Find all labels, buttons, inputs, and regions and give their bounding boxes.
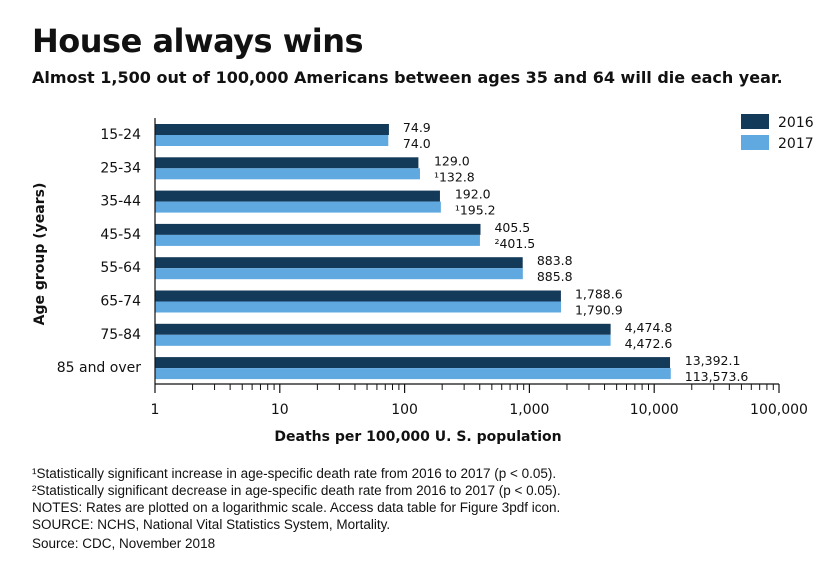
y-tick-label-65-74: 65-74	[100, 294, 141, 310]
credit-line: Source: CDC, November 2018	[32, 536, 216, 551]
footnote-increase: ¹Statistically significant increase in a…	[32, 466, 557, 481]
bar-2017-55-64	[155, 268, 523, 280]
data-label-2017-35-44: ¹195.2	[455, 203, 496, 218]
data-label-2016-25-34: 129.0	[434, 153, 470, 168]
x-tick-label: 10	[271, 402, 289, 418]
y-tick-label-55-64: 55-64	[100, 260, 141, 276]
x-tick-label: 10,000	[630, 402, 679, 418]
bar-2017-25-34	[155, 168, 420, 180]
bar-2017-45-54	[155, 234, 480, 246]
data-label-2016-65-74: 1,788.6	[575, 287, 623, 302]
bar-2017-35-44	[155, 201, 441, 213]
bar-2017-85-and-over	[155, 368, 671, 380]
x-tick-label: 100	[391, 402, 418, 418]
y-tick-label-45-54: 45-54	[100, 227, 141, 243]
bar-2016-55-64	[155, 257, 523, 269]
bar-2017-65-74	[155, 301, 561, 313]
notes-text: NOTES: Rates are plotted on a logarithmi…	[32, 500, 561, 515]
footnotes: ¹Statistically significant increase in a…	[32, 465, 561, 533]
data-label-2017-15-24: 74.0	[403, 136, 431, 151]
y-tick-label-85-and-over: 85 and over	[57, 360, 142, 376]
footnote-decrease: ²Statistically significant decrease in a…	[32, 483, 561, 498]
x-tick-label: 100,000	[750, 402, 808, 418]
data-label-2016-35-44: 192.0	[455, 187, 491, 202]
data-label-2016-55-64: 883.8	[537, 253, 573, 268]
x-tick-label: 1,000	[509, 402, 549, 418]
y-tick-label-35-44: 35-44	[100, 194, 141, 210]
data-label-2016-15-24: 74.9	[403, 120, 431, 135]
legend-label-2017: 2017	[778, 136, 814, 152]
bar-2016-85-and-over	[155, 357, 671, 369]
y-tick-label-75-84: 75-84	[100, 327, 141, 343]
bar-2016-65-74	[155, 290, 561, 302]
data-label-2017-85-and-over: 113,573.6	[685, 369, 749, 384]
bar-2016-35-44	[155, 190, 440, 202]
legend-label-2016: 2016	[778, 115, 814, 131]
bar-2017-75-84	[155, 334, 611, 346]
legend-swatch-2016	[741, 114, 769, 129]
legend-swatch-2017	[741, 135, 769, 150]
x-axis-title: Deaths per 100,000 U. S. population	[274, 429, 561, 445]
data-label-2016-75-84: 4,474.8	[625, 320, 673, 335]
data-label-2017-25-34: ¹132.8	[434, 169, 475, 184]
x-tick-label: 1	[151, 402, 160, 418]
bar-2016-75-84	[155, 323, 611, 335]
data-label-2017-65-74: 1,790.9	[575, 303, 623, 318]
source-line: SOURCE: NCHS, National Vital Statistics …	[32, 517, 391, 532]
data-label-2017-45-54: ²401.5	[494, 236, 535, 251]
bar-2016-25-34	[155, 157, 419, 169]
data-label-2017-55-64: 885.8	[537, 269, 573, 284]
data-label-2016-85-and-over: 13,392.1	[685, 353, 741, 368]
chart-subtitle: Almost 1,500 out of 100,000 Americans be…	[32, 68, 783, 87]
data-label-2016-45-54: 405.5	[494, 220, 530, 235]
chart-title: House always wins	[32, 22, 364, 60]
y-axis-title: Age group (years)	[32, 183, 48, 326]
bar-2017-15-24	[155, 135, 389, 146]
y-tick-label-25-34: 25-34	[100, 160, 141, 176]
data-label-2017-75-84: 4,472.6	[625, 336, 673, 351]
bar-2016-45-54	[155, 223, 481, 235]
bar-2016-15-24	[155, 124, 389, 135]
y-tick-label-15-24: 15-24	[100, 127, 141, 143]
